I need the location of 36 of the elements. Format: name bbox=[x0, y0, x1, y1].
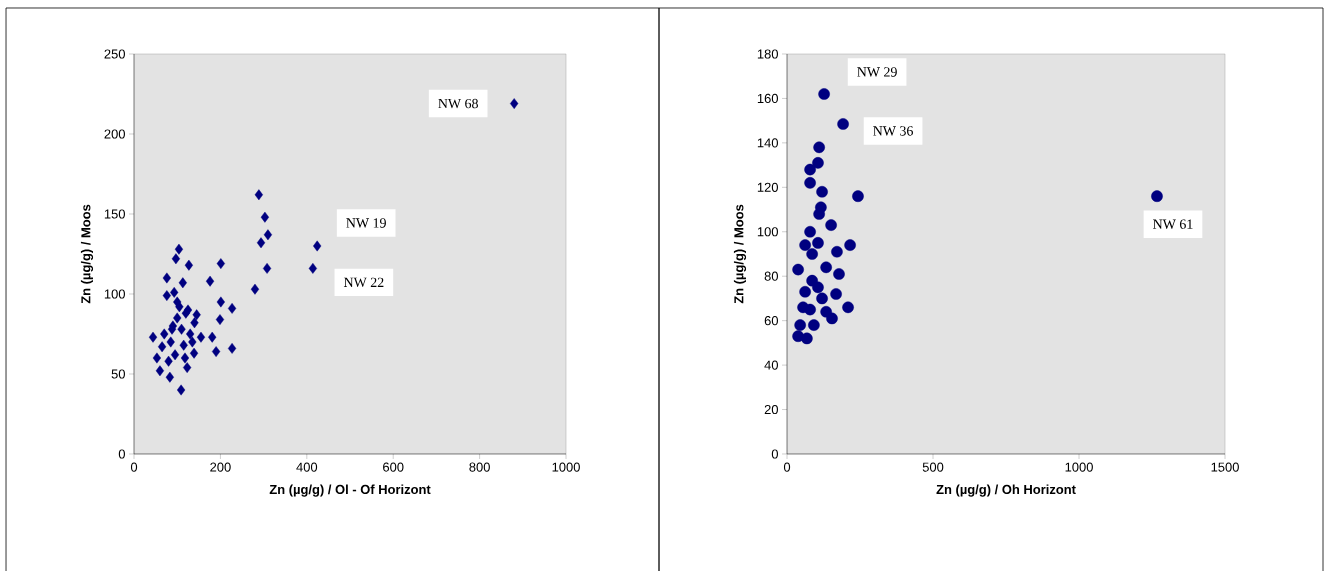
x-tick-label: 1000 bbox=[1065, 462, 1093, 472]
x-axis-title: Zn (µg/g) / Ol - Of Horizont bbox=[269, 484, 431, 497]
y-tick-label: 0 bbox=[118, 449, 125, 459]
y-tick-label: 180 bbox=[757, 49, 778, 59]
y-axis-title: Zn (µg/g) / Moos bbox=[80, 204, 94, 304]
y-tick-label: 100 bbox=[104, 289, 125, 299]
annotation: NW 61 bbox=[1153, 219, 1193, 229]
y-tick-label: 80 bbox=[764, 271, 778, 281]
x-tick-label: 200 bbox=[210, 462, 231, 472]
x-tick-label: 1500 bbox=[1211, 462, 1239, 472]
x-axis-title: Zn (µg/g) / Oh Horizont bbox=[936, 484, 1076, 497]
x-tick-label: 400 bbox=[296, 462, 318, 472]
y-axis-title: Zn (µg/g) / Moos bbox=[733, 204, 747, 304]
x-tick-label: 0 bbox=[783, 462, 791, 472]
x-tick-label: 600 bbox=[383, 462, 404, 472]
y-tick-label: 120 bbox=[757, 182, 778, 192]
annotation: NW 36 bbox=[873, 126, 913, 136]
y-tick-label: 150 bbox=[104, 209, 125, 219]
y-tick-label: 40 bbox=[764, 360, 778, 370]
annotation: NW 29 bbox=[857, 67, 897, 77]
y-tick-label: 50 bbox=[111, 369, 125, 379]
x-tick-label: 0 bbox=[130, 462, 138, 472]
annotation: NW 22 bbox=[343, 277, 384, 288]
y-tick-label: 250 bbox=[104, 49, 125, 59]
y-tick-label: 20 bbox=[764, 404, 778, 415]
y-tick-label: 60 bbox=[764, 316, 778, 326]
x-tick-label: 1000 bbox=[552, 462, 580, 472]
y-tick-label: 100 bbox=[757, 227, 778, 237]
y-tick-label: 160 bbox=[757, 93, 778, 104]
x-tick-label: 500 bbox=[922, 462, 944, 472]
annotation: NW 68 bbox=[438, 98, 478, 109]
y-tick-label: 0 bbox=[771, 449, 778, 459]
x-tick-label: 800 bbox=[469, 462, 490, 472]
annotation: NW 19 bbox=[346, 218, 386, 228]
y-tick-label: 140 bbox=[757, 138, 778, 148]
y-tick-label: 200 bbox=[104, 129, 125, 139]
